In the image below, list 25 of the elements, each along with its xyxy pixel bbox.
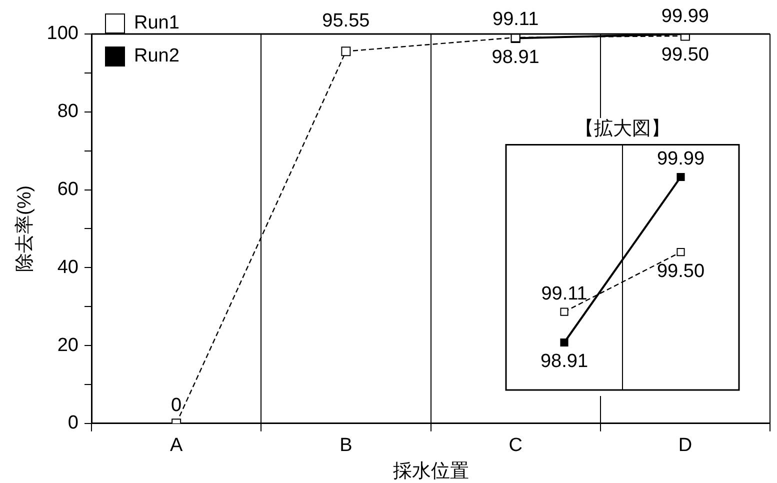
legend-label: Run2 xyxy=(134,46,180,67)
data-label: 99.99 xyxy=(656,148,705,170)
x-tick-label: B xyxy=(340,435,352,456)
x-tick-label: C xyxy=(508,435,522,456)
data-label: 99.11 xyxy=(492,9,539,30)
data-label: 95.55 xyxy=(322,10,370,32)
data-label: 99.99 xyxy=(661,6,709,27)
y-tick-label: 40 xyxy=(57,256,78,278)
chart-title: 【拡大図】 xyxy=(575,118,670,140)
data-label: 99.50 xyxy=(656,260,705,282)
data-label: 99.50 xyxy=(661,44,709,66)
y-tick-label: 0 xyxy=(68,412,78,434)
y-tick-label: 60 xyxy=(57,178,78,200)
data-label: 99.11 xyxy=(541,284,588,305)
data-label: 98.91 xyxy=(492,46,540,68)
x-tick-label: A xyxy=(170,435,183,456)
y-tick-label: 100 xyxy=(46,23,78,44)
y-tick-label: 20 xyxy=(57,334,78,356)
data-label: 0 xyxy=(171,395,182,416)
y-axis-title: 除去率(%) xyxy=(14,185,36,272)
x-tick-label: D xyxy=(678,435,692,456)
legend-label: Run1 xyxy=(134,12,180,34)
y-tick-label: 80 xyxy=(57,101,78,122)
x-axis-title: 採水位置 xyxy=(392,460,469,482)
data-label: 98.91 xyxy=(540,351,588,372)
